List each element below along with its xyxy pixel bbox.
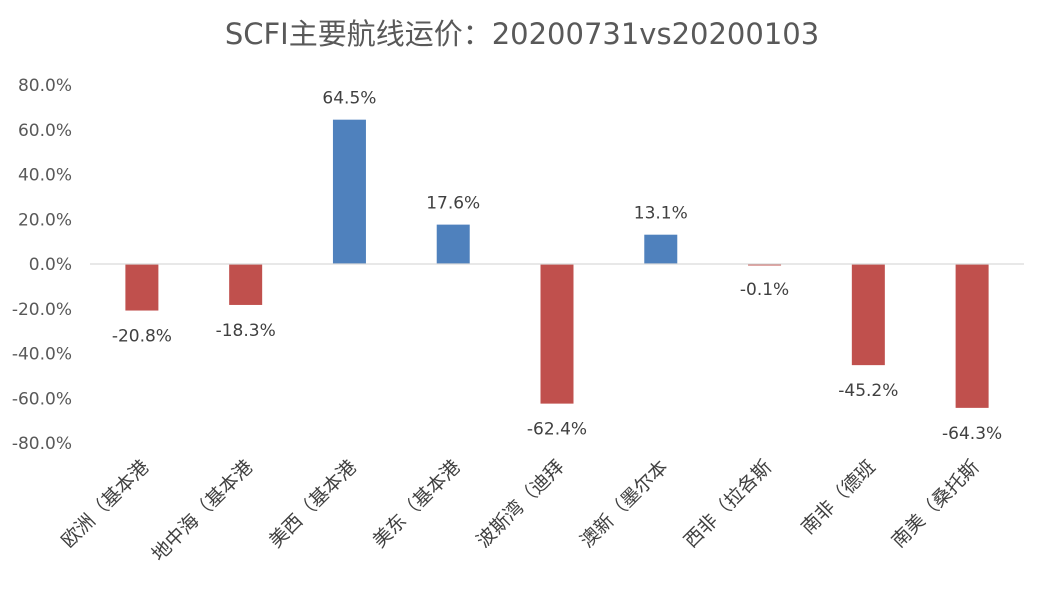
category-label: 地中海（基本港 <box>148 456 258 566</box>
data-label: -20.8% <box>112 327 172 347</box>
category-label: 波斯湾（迪拜 <box>472 456 568 552</box>
category-label: 澳新（墨尔本 <box>576 456 672 552</box>
y-tick-label: -60.0% <box>12 389 72 409</box>
category-label: 欧洲（基本港 <box>57 456 153 552</box>
bar <box>332 119 366 265</box>
chart-title: SCFI主要航线运价：20200731vs20200103 <box>225 17 819 51</box>
y-tick-label: 20.0% <box>18 210 72 230</box>
data-label: -45.2% <box>838 381 898 401</box>
category-label: 南美（桑托斯 <box>887 456 983 552</box>
y-tick-label: 0.0% <box>29 255 72 275</box>
data-label: -0.1% <box>740 280 789 300</box>
data-label: -64.3% <box>942 424 1002 444</box>
y-tick-label: -80.0% <box>12 434 72 454</box>
data-label: 13.1% <box>634 204 688 224</box>
bar <box>748 264 782 266</box>
bar <box>125 264 159 311</box>
category-label: 南非（德班 <box>797 456 880 539</box>
y-tick-label: 60.0% <box>18 121 72 141</box>
bars <box>125 119 989 408</box>
y-tick-label: -40.0% <box>12 345 72 365</box>
data-label: -18.3% <box>216 321 276 341</box>
y-tick-label: 80.0% <box>18 76 72 96</box>
data-label: 17.6% <box>426 194 480 214</box>
bar <box>955 264 989 408</box>
data-label: -62.4% <box>527 420 587 440</box>
data-label: 64.5% <box>322 89 376 109</box>
bar <box>644 234 678 264</box>
y-tick-label: -20.0% <box>12 300 72 320</box>
category-label: 美东（基本港 <box>369 456 465 552</box>
bar <box>436 224 470 264</box>
y-axis-ticks: 80.0% 60.0% 40.0% 20.0% 0.0% -20.0% -40.0% -60.… <box>12 76 72 454</box>
bar <box>229 264 263 305</box>
category-label: 西非（拉各斯 <box>680 456 776 552</box>
y-tick-label: 40.0% <box>18 166 72 186</box>
category-label: 美西（基本港 <box>265 456 361 552</box>
data-labels: -20.8% -18.3% 64.5% 17.6% -62.4% 13.1% -0.1% -4… <box>112 89 1002 444</box>
bar <box>851 264 885 366</box>
bar <box>540 264 574 404</box>
